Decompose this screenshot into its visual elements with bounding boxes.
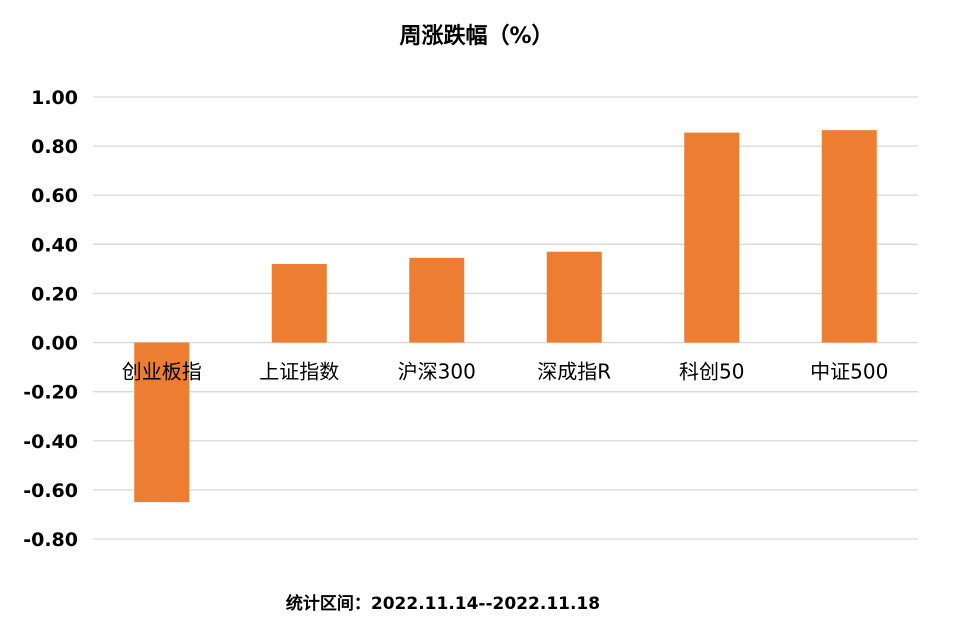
y-tick-label: 1.00	[31, 87, 78, 109]
y-tick-label: 0.40	[31, 234, 78, 256]
y-tick-label: 0.00	[31, 333, 78, 355]
date-range-footnote: 统计区间：2022.11.14--2022.11.18	[285, 594, 601, 614]
y-tick-label: -0.80	[23, 529, 78, 551]
x-tick-label: 中证500	[810, 360, 888, 384]
bar	[409, 257, 465, 343]
y-tick-label: 0.20	[31, 283, 78, 305]
x-tick-label: 深成指R	[537, 360, 611, 384]
x-tick-label: 科创50	[679, 360, 744, 384]
bar	[684, 132, 740, 343]
x-tick-label: 创业板指	[122, 360, 202, 384]
y-tick-label: 0.80	[31, 136, 78, 158]
y-tick-label: -0.60	[23, 480, 78, 502]
chart-title: 周涨跌幅（%）	[399, 24, 554, 49]
x-tick-label: 上证指数	[259, 360, 339, 384]
bar	[546, 251, 602, 343]
y-tick-label: 0.60	[31, 185, 78, 207]
y-tick-label: -0.20	[23, 382, 78, 404]
x-tick-label: 沪深300	[398, 360, 476, 384]
bar	[271, 263, 327, 343]
y-tick-label: -0.40	[23, 431, 78, 453]
bar	[134, 342, 190, 503]
bar	[821, 130, 877, 343]
